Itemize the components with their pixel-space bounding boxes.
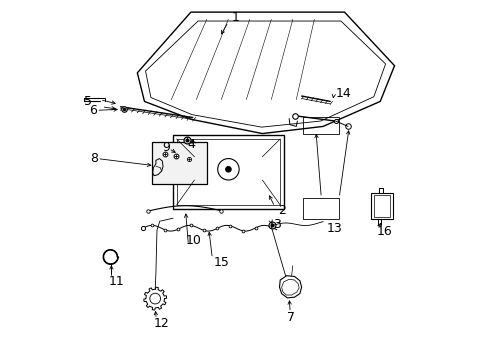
- Text: 16: 16: [376, 225, 391, 238]
- Text: 13: 13: [326, 222, 342, 235]
- Text: 7: 7: [287, 311, 295, 324]
- Bar: [303, 198, 339, 219]
- Text: 9: 9: [162, 141, 170, 154]
- Text: 10: 10: [185, 234, 201, 247]
- Text: 11: 11: [108, 275, 124, 288]
- Text: 14: 14: [335, 87, 350, 100]
- Text: 3: 3: [272, 218, 281, 231]
- Text: 15: 15: [214, 256, 229, 269]
- Text: 2: 2: [278, 204, 286, 217]
- Text: 5: 5: [83, 95, 92, 108]
- Bar: [176, 139, 280, 205]
- Text: 12: 12: [153, 317, 169, 330]
- Circle shape: [225, 166, 231, 172]
- Bar: [151, 143, 206, 184]
- Bar: [373, 195, 389, 217]
- Text: 1: 1: [231, 11, 240, 24]
- Bar: [370, 193, 392, 219]
- Bar: [303, 117, 339, 134]
- Text: 4: 4: [187, 138, 195, 151]
- Bar: [173, 135, 283, 208]
- Text: 6: 6: [89, 104, 97, 117]
- Text: 8: 8: [90, 152, 98, 165]
